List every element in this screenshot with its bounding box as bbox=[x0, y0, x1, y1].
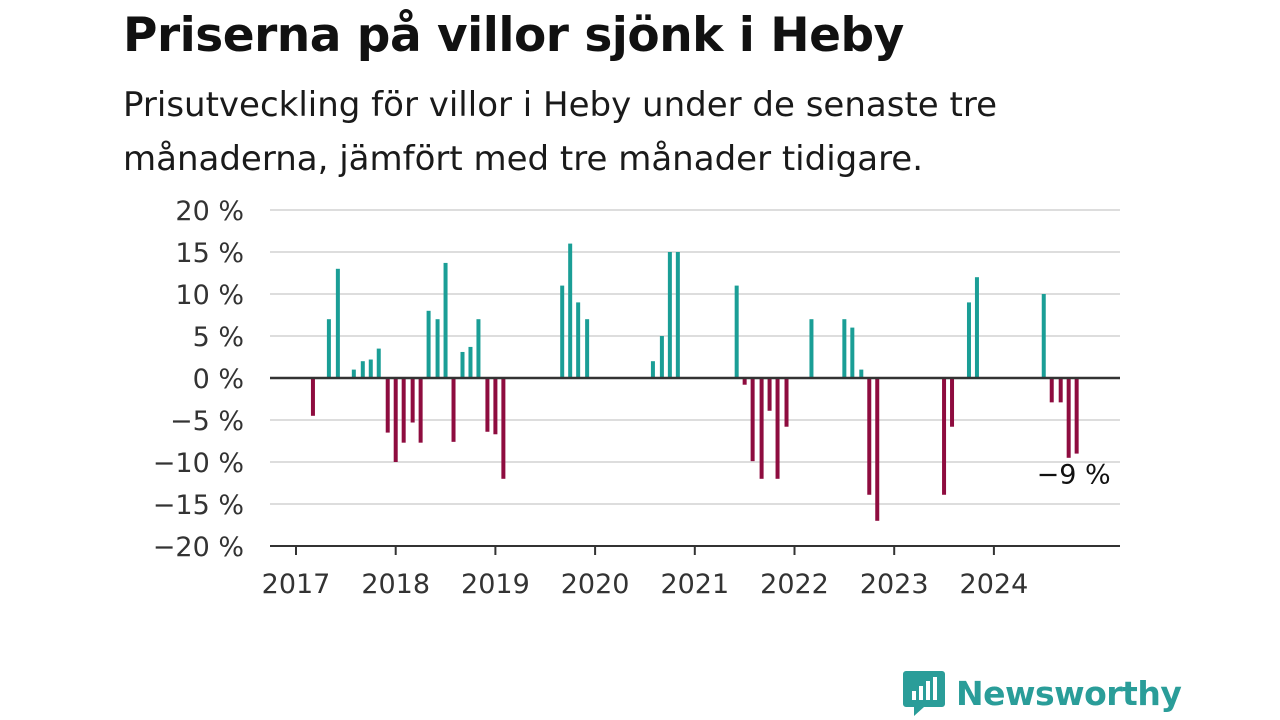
bar bbox=[742, 378, 747, 385]
y-tick-label: −5 % bbox=[170, 406, 244, 437]
chart-subtitle: Prisutveckling för villor i Heby under d… bbox=[123, 85, 997, 179]
bars bbox=[310, 243, 1079, 521]
bar bbox=[368, 359, 373, 378]
x-tick-label: 2020 bbox=[561, 569, 630, 600]
bar bbox=[410, 378, 415, 423]
bar bbox=[1066, 378, 1071, 458]
chart-title: Priserna på villor sjönk i Heby bbox=[123, 8, 904, 63]
bar bbox=[759, 378, 764, 479]
axes bbox=[270, 376, 1120, 555]
bar bbox=[335, 268, 340, 378]
bar bbox=[875, 378, 880, 521]
y-tick-label: 10 % bbox=[175, 280, 244, 311]
bar bbox=[351, 369, 356, 378]
y-axis-labels: 20 % 15 % 10 % 5 % 0 % −5 % −10 % −15 % −20 % bbox=[153, 196, 244, 563]
x-tick-label: 2017 bbox=[262, 569, 331, 600]
newsworthy-logo: Newsworthy bbox=[902, 669, 1182, 717]
y-tick-label: −15 % bbox=[153, 490, 244, 521]
bar bbox=[426, 310, 431, 378]
bar bbox=[443, 262, 448, 378]
annotations: −9 % bbox=[1037, 460, 1111, 491]
bar bbox=[568, 243, 573, 378]
y-tick-label: 15 % bbox=[175, 238, 244, 269]
x-tick-label: 2018 bbox=[361, 569, 430, 600]
bar bbox=[950, 378, 955, 427]
bar bbox=[1049, 378, 1054, 403]
x-tick-label: 2024 bbox=[960, 569, 1029, 600]
bar bbox=[1041, 294, 1046, 378]
bar bbox=[775, 378, 780, 479]
bar bbox=[418, 378, 423, 443]
bar bbox=[842, 319, 847, 378]
bar bbox=[468, 346, 473, 378]
x-tick-label: 2022 bbox=[760, 569, 829, 600]
y-tick-label: −10 % bbox=[153, 448, 244, 479]
bar bbox=[809, 319, 814, 378]
bar bbox=[767, 378, 772, 411]
x-tick-label: 2021 bbox=[660, 569, 729, 600]
bar bbox=[401, 378, 406, 443]
bar bbox=[942, 378, 947, 495]
bar bbox=[560, 285, 565, 378]
bar bbox=[850, 327, 855, 378]
bar bbox=[974, 277, 979, 378]
bar bbox=[867, 378, 872, 495]
bar bbox=[1058, 378, 1063, 403]
bar bbox=[734, 285, 739, 378]
bar bbox=[376, 348, 381, 378]
bar-chart-speech-bubble-icon bbox=[903, 671, 945, 716]
bar bbox=[451, 378, 456, 442]
x-tick-label: 2023 bbox=[860, 569, 929, 600]
y-tick-label: 5 % bbox=[193, 322, 244, 353]
bar bbox=[675, 252, 680, 378]
last-value-annotation: −9 % bbox=[1037, 460, 1111, 491]
bar bbox=[485, 378, 490, 432]
x-tick-label: 2019 bbox=[461, 569, 530, 600]
bar bbox=[966, 302, 971, 378]
bar bbox=[750, 378, 755, 462]
bar bbox=[667, 252, 672, 378]
bar bbox=[585, 319, 590, 378]
bar bbox=[493, 378, 498, 435]
bar bbox=[784, 378, 789, 427]
bar bbox=[326, 319, 331, 378]
bar bbox=[385, 378, 390, 433]
bar bbox=[435, 319, 440, 378]
bar bbox=[659, 336, 664, 378]
y-tick-label: 0 % bbox=[193, 364, 244, 395]
bar bbox=[476, 319, 481, 378]
bar bbox=[360, 361, 365, 378]
bar bbox=[650, 361, 655, 378]
bar bbox=[576, 302, 581, 378]
bar bbox=[1074, 378, 1079, 454]
x-axis-labels: 2017 2018 2019 2020 2021 2022 2023 2024 bbox=[262, 569, 1029, 600]
y-tick-label: −20 % bbox=[153, 532, 244, 563]
bar bbox=[501, 378, 506, 479]
bar bbox=[460, 351, 465, 378]
bar bbox=[393, 378, 398, 462]
y-tick-label: 20 % bbox=[175, 196, 244, 227]
bar bbox=[859, 369, 864, 378]
bar bbox=[310, 378, 315, 416]
brand-name: Newsworthy bbox=[956, 673, 1182, 713]
